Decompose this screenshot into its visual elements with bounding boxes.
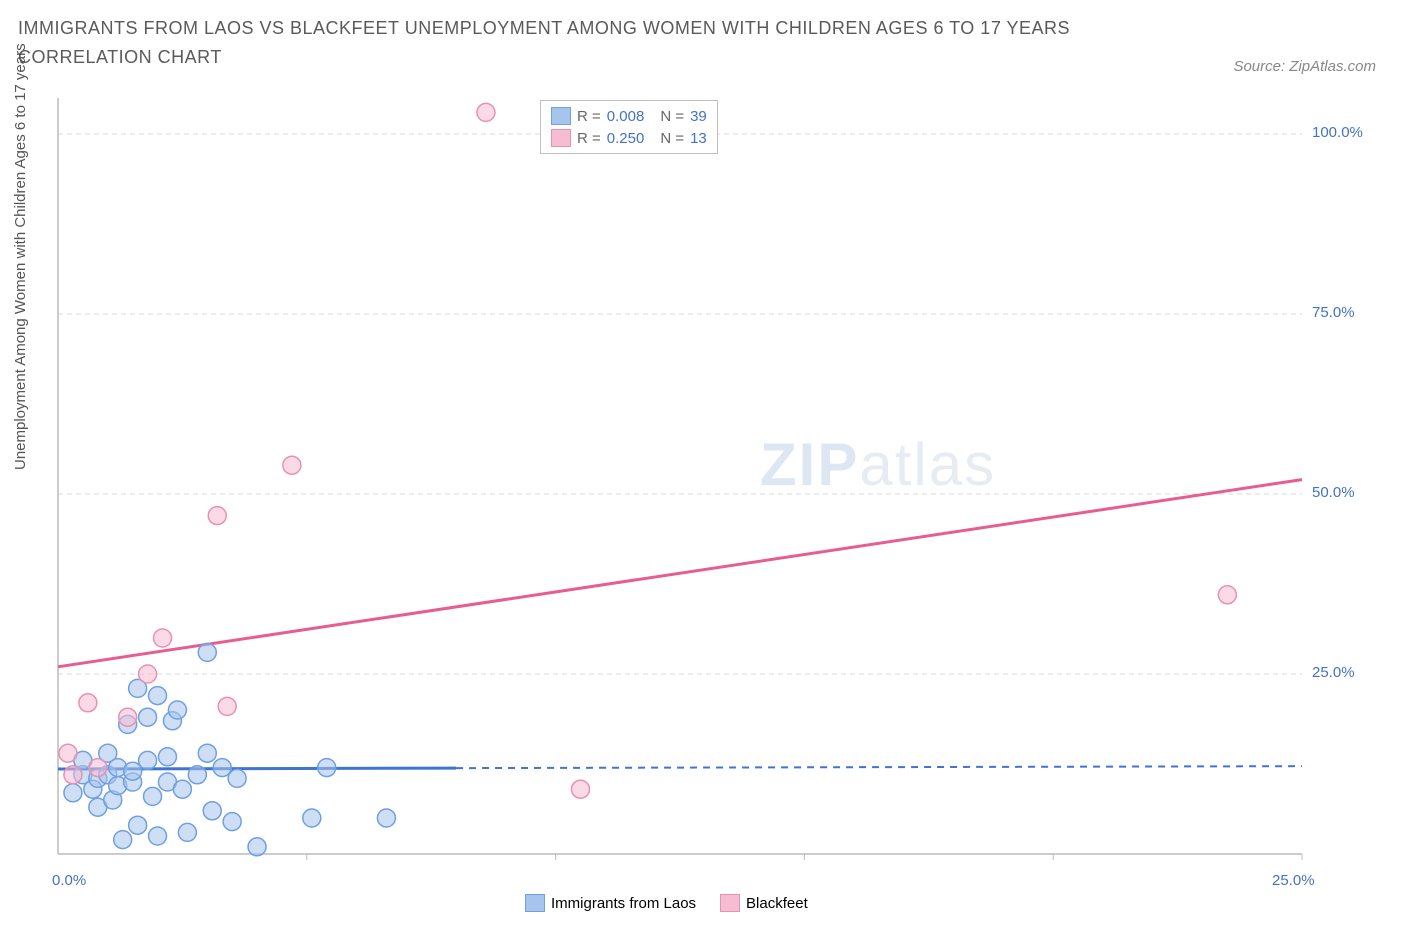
r-label: R = <box>577 130 601 147</box>
n-label: N = <box>660 108 684 125</box>
n-value: 39 <box>690 108 707 125</box>
swatch-laos <box>525 894 545 912</box>
legend-stats: R = 0.008 N = 39 R = 0.250 N = 13 <box>540 100 718 154</box>
r-label: R = <box>577 108 601 125</box>
legend-series: Immigrants from Laos Blackfeet <box>525 894 808 912</box>
legend-row-blackfeet: R = 0.250 N = 13 <box>551 127 707 149</box>
n-value: 13 <box>690 130 707 147</box>
scatter-plot: 0.0%25.0%25.0%50.0%75.0%100.0% <box>52 92 1372 872</box>
legend-label: Immigrants from Laos <box>551 895 696 912</box>
y-tick-label: 50.0% <box>1312 484 1355 501</box>
watermark: ZIPatlas <box>760 430 996 499</box>
swatch-blackfeet <box>551 129 571 147</box>
source-attribution: Source: ZipAtlas.com <box>1233 58 1376 75</box>
legend-row-laos: R = 0.008 N = 39 <box>551 105 707 127</box>
n-label: N = <box>660 130 684 147</box>
swatch-laos <box>551 107 571 125</box>
r-value: 0.250 <box>607 130 645 147</box>
x-tick-label: 0.0% <box>52 872 86 889</box>
watermark-atlas: atlas <box>859 431 996 498</box>
y-tick-label: 75.0% <box>1312 304 1355 321</box>
legend-label: Blackfeet <box>746 895 808 912</box>
y-axis-label: Unemployment Among Women with Children A… <box>12 43 29 470</box>
watermark-zip: ZIP <box>760 431 859 498</box>
y-tick-label: 25.0% <box>1312 664 1355 681</box>
r-value: 0.008 <box>607 108 645 125</box>
x-tick-label: 25.0% <box>1272 872 1315 889</box>
plot-svg <box>52 92 1372 872</box>
legend-item-blackfeet: Blackfeet <box>720 894 808 912</box>
chart-title: IMMIGRANTS FROM LAOS VS BLACKFEET UNEMPL… <box>18 14 1118 72</box>
y-tick-label: 100.0% <box>1312 124 1363 141</box>
swatch-blackfeet <box>720 894 740 912</box>
legend-item-laos: Immigrants from Laos <box>525 894 696 912</box>
